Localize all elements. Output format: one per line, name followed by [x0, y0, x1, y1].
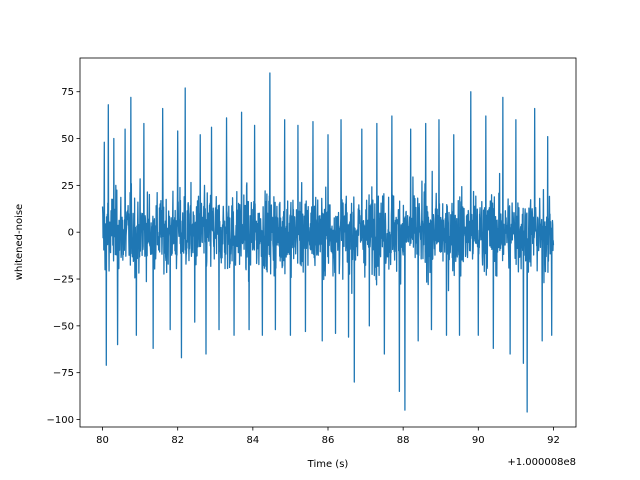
- x-tick-label: 84: [246, 435, 259, 446]
- y-tick-label: 0: [68, 228, 74, 239]
- y-tick-label: 25: [61, 181, 74, 192]
- y-tick-label: −25: [53, 275, 74, 286]
- x-axis-label: Time (s): [307, 459, 349, 470]
- series-line: [101, 72, 555, 413]
- x-tick-label: 86: [322, 435, 335, 446]
- x-tick-label: 88: [397, 435, 410, 446]
- x-axis: 80 82 84 86 88 90 92: [96, 427, 560, 446]
- y-tick-label: −50: [53, 321, 74, 332]
- series-whitened-noise: [101, 72, 555, 413]
- x-tick-label: 92: [547, 435, 560, 446]
- x-tick-label: 90: [472, 435, 485, 446]
- y-tick-label: −100: [47, 415, 74, 426]
- x-tick-label: 82: [171, 435, 184, 446]
- y-axis: −100 −75 −50 −25 0 25 50 75: [47, 87, 80, 426]
- y-tick-label: 50: [61, 134, 74, 145]
- plot-area: [79, 57, 577, 428]
- x-tick-label: 80: [96, 435, 109, 446]
- y-tick-label: −75: [53, 368, 74, 379]
- y-tick-label: 75: [61, 87, 74, 98]
- y-axis-label: whitened-noise: [14, 204, 25, 280]
- x-offset-label: +1.000008e8: [507, 457, 576, 468]
